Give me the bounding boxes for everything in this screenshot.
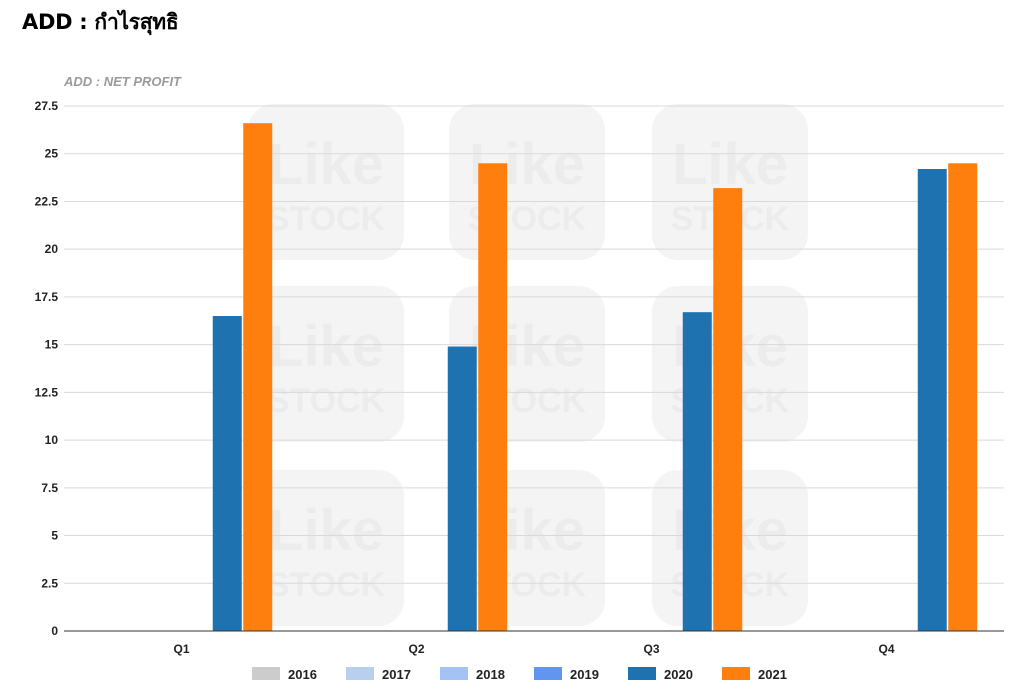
bar-2020-Q2 [447,346,477,631]
watermark-text: Like [672,132,788,197]
y-tick-label: 15 [45,338,59,352]
bar-2020-Q3 [682,312,712,631]
bar-2021-Q4 [948,163,978,632]
legend-swatch [722,667,750,680]
watermark-text: Like [268,132,384,197]
x-category-label: Q1 [173,642,189,656]
watermark-box [248,470,404,626]
legend-item-2020: 2020 [628,667,693,682]
y-tick-label: 5 [51,529,58,543]
legend-item-2019: 2019 [534,667,599,682]
x-category-label: Q4 [878,642,894,656]
watermark-text: Like [268,498,384,563]
bar-2021-Q1 [243,123,273,631]
y-axis-ticks: 0 2.5 5 7.5 10 12.5 15 17.5 20 22.5 25 27.5 [35,99,59,638]
legend-label: 2020 [664,667,693,682]
legend-label: 2021 [758,667,787,682]
y-tick-label: 22.5 [35,194,59,208]
watermark-text: Like [268,314,384,379]
legend-swatch [628,667,656,680]
watermark-box [248,104,404,260]
chart-title: ADD : NET PROFIT [63,74,182,89]
y-tick-label: 12.5 [35,385,59,399]
legend-item-2017: 2017 [346,667,411,682]
legend-item-2018: 2018 [440,667,505,682]
legend-swatch [252,667,280,680]
y-tick-label: 7.5 [41,481,58,495]
legend-swatch [346,667,374,680]
page-title: ADD : กำไรสุทธิ [22,10,179,34]
y-tick-label: 20 [45,242,59,256]
y-tick-label: 0 [51,624,58,638]
y-tick-label: 25 [45,147,59,161]
y-tick-label: 17.5 [35,290,59,304]
legend-label: 2019 [570,667,599,682]
legend-label: 2017 [382,667,411,682]
legend-label: 2016 [288,667,317,682]
y-tick-label: 27.5 [35,99,59,113]
watermark-box [652,104,808,260]
x-axis-categories: Q1 Q2 Q3 Q4 [173,642,894,656]
watermark-box [248,286,404,442]
bar-2020-Q1 [212,316,242,631]
bar-2021-Q2 [478,163,508,632]
y-tick-label: 10 [45,433,59,447]
watermark-text: STOCK [267,566,386,604]
legend-swatch [440,667,468,680]
bar-2020-Q4 [917,169,947,631]
legend-item-2016: 2016 [252,667,317,682]
legend-swatch [534,667,562,680]
y-tick-label: 2.5 [41,576,58,590]
bars [212,123,978,632]
legend-item-2021: 2021 [722,667,787,682]
bar-2021-Q3 [713,188,743,631]
watermark-text: STOCK [267,200,386,238]
legend-label: 2018 [476,667,505,682]
x-category-label: Q3 [643,642,659,656]
legend: 2016 2017 2018 2019 2020 2021 [252,667,787,682]
x-category-label: Q2 [408,642,424,656]
watermark-text: STOCK [267,382,386,420]
